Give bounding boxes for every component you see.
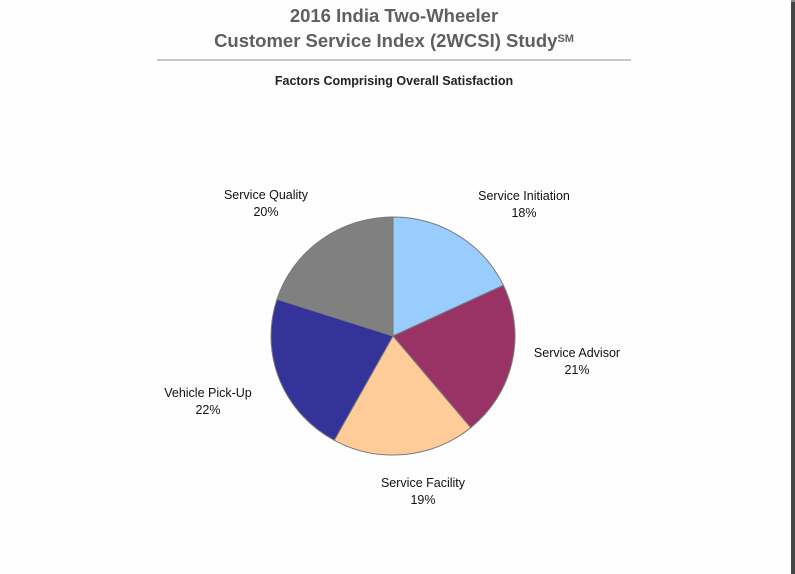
service-mark: SM <box>557 33 574 45</box>
pie-slice-service-facility <box>333 335 472 456</box>
window-edge-cap <box>791 0 795 2</box>
chart-title-line2: Customer Service Index (2WCSI) StudySM <box>157 29 631 53</box>
label-value: 22% <box>195 403 221 417</box>
chart-title-line1: 2016 India Two-Wheeler <box>289 5 499 26</box>
label-name: Service Initiation <box>478 189 570 203</box>
pie-slice-vehicle-pick-up <box>270 298 394 441</box>
label-name: Vehicle Pick-Up <box>164 386 252 400</box>
chart-title-text: Customer Service Index (2WCSI) Study <box>214 30 558 51</box>
label-value: 19% <box>410 493 436 507</box>
label-vehicle-pick-up: Vehicle Pick-Up 22% <box>138 385 278 419</box>
label-value: 21% <box>564 363 590 377</box>
title-divider <box>157 59 631 61</box>
label-service-advisor: Service Advisor 21% <box>507 345 647 379</box>
chart-subtitle: Factors Comprising Overall Satisfaction <box>274 74 514 88</box>
label-name: Service Facility <box>380 476 466 490</box>
label-service-initiation: Service Initiation 18% <box>454 188 594 222</box>
window-edge <box>791 0 795 574</box>
pie-slice-service-advisor <box>392 284 516 429</box>
label-value: 20% <box>253 205 279 219</box>
label-name: Service Advisor <box>533 346 621 360</box>
label-name: Service Quality <box>223 188 309 202</box>
pie-slice-service-initiation <box>392 216 505 337</box>
label-service-quality: Service Quality 20% <box>196 187 336 221</box>
label-value: 18% <box>511 206 537 220</box>
pie-slice-service-quality <box>276 216 394 337</box>
label-service-facility: Service Facility 19% <box>353 475 493 509</box>
